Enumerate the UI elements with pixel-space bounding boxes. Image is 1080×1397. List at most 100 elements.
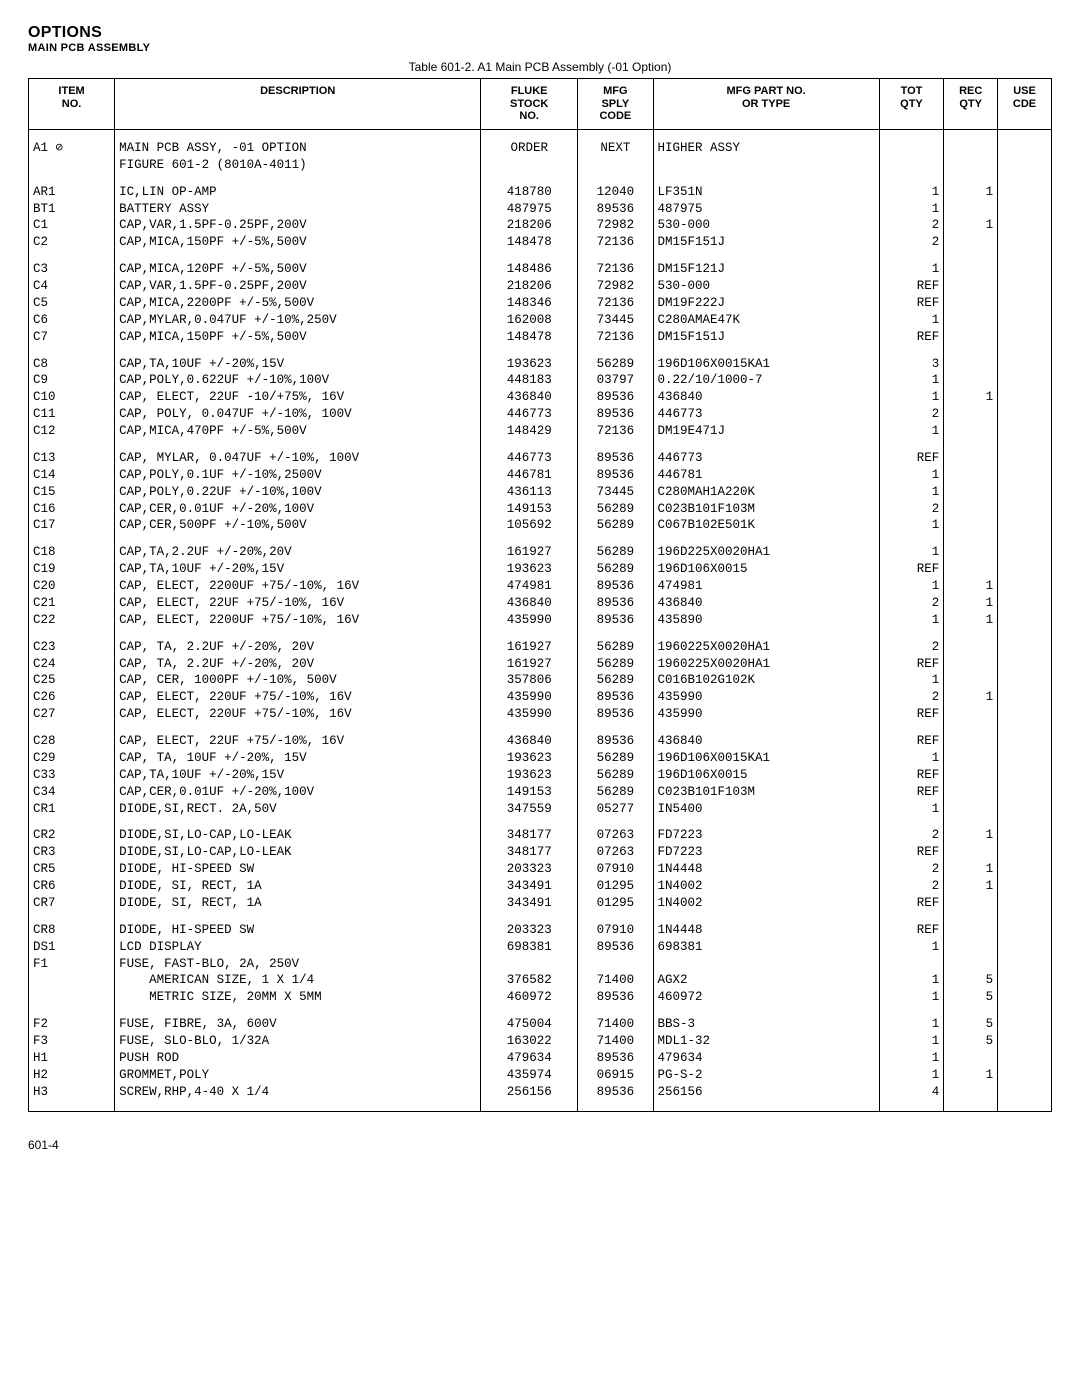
cell: 1 (944, 878, 998, 895)
cell (578, 956, 653, 973)
cell (998, 201, 1052, 218)
table-row: CR2DIODE,SI,LO-CAP,LO-LEAK34817707263FD7… (29, 817, 1052, 844)
cell (998, 1006, 1052, 1033)
cell (998, 656, 1052, 673)
cell: 487975 (653, 201, 879, 218)
cell (998, 561, 1052, 578)
table-row: C8CAP,TA,10UF +/-20%,15V19362356289196D1… (29, 346, 1052, 373)
cell (944, 1084, 998, 1111)
cell: 89536 (578, 406, 653, 423)
cell: 56289 (578, 629, 653, 656)
cell (944, 672, 998, 689)
cell: FUSE, FIBRE, 3A, 600V (115, 1006, 481, 1033)
cell (998, 595, 1052, 612)
cell: 479634 (653, 1050, 879, 1067)
cell (944, 912, 998, 939)
cell: 479634 (481, 1050, 578, 1067)
cell: 149153 (481, 784, 578, 801)
cell: 2 (879, 595, 944, 612)
cell: DM19E471J (653, 423, 879, 440)
cell: CR8 (29, 912, 115, 939)
cell: 2 (879, 501, 944, 518)
cell: 1 (879, 1006, 944, 1033)
cell (944, 656, 998, 673)
cell (998, 157, 1052, 174)
cell: 148429 (481, 423, 578, 440)
cell: 1 (879, 312, 944, 329)
cell: 435990 (481, 612, 578, 629)
cell (944, 157, 998, 174)
cell: 196D106X0015 (653, 561, 879, 578)
cell: 436840 (653, 389, 879, 406)
cell: 07263 (578, 817, 653, 844)
cell: C10 (29, 389, 115, 406)
cell: 72136 (578, 423, 653, 440)
cell: IC,LIN OP-AMP (115, 174, 481, 201)
cell: 446773 (481, 440, 578, 467)
cell (944, 801, 998, 818)
cell: 436840 (653, 723, 879, 750)
cell: 0.22/10/1000-7 (653, 372, 879, 389)
cell (944, 750, 998, 767)
cell: 448183 (481, 372, 578, 389)
cell: CAP, ELECT, 22UF +75/-10%, 16V (115, 723, 481, 750)
cell: CR7 (29, 895, 115, 912)
table-row: DS1LCD DISPLAY698381895366983811 (29, 939, 1052, 956)
cell: 5 (944, 989, 998, 1006)
cell: 460972 (481, 989, 578, 1006)
cell: REF (879, 295, 944, 312)
cell: METRIC SIZE, 20MM X 5MM (115, 989, 481, 1006)
table-row: AMERICAN SIZE, 1 X 1/437658271400AGX215 (29, 972, 1052, 989)
cell (998, 423, 1052, 440)
cell: REF (879, 844, 944, 861)
cell: 07910 (578, 861, 653, 878)
table-row: BT1BATTERY ASSY487975895364879751 (29, 201, 1052, 218)
cell (29, 157, 115, 174)
cell: FUSE, FAST-BLO, 2A, 250V (115, 956, 481, 973)
cell: C7 (29, 329, 115, 346)
cell: 1 (879, 517, 944, 534)
cell (998, 895, 1052, 912)
col-item: ITEMNO. (29, 79, 115, 130)
cell (944, 423, 998, 440)
cell (998, 278, 1052, 295)
cell: 5 (944, 1006, 998, 1033)
cell: BATTERY ASSY (115, 201, 481, 218)
cell: 196D106X0015 (653, 767, 879, 784)
cell (944, 784, 998, 801)
cell: 435990 (481, 706, 578, 723)
cell (578, 157, 653, 174)
cell: REF (879, 912, 944, 939)
cell: 161927 (481, 534, 578, 561)
cell: 149153 (481, 501, 578, 518)
cell: CAP,VAR,1.5PF-0.25PF,200V (115, 278, 481, 295)
cell: 89536 (578, 706, 653, 723)
table-row: CR5DIODE, HI-SPEED SW203323079101N444821 (29, 861, 1052, 878)
cell (998, 972, 1052, 989)
cell (879, 157, 944, 174)
cell (944, 501, 998, 518)
cell: C067B102E501K (653, 517, 879, 534)
cell: DM15F151J (653, 329, 879, 346)
cell: 89536 (578, 1084, 653, 1111)
cell (879, 956, 944, 973)
cell: CAP, ELECT, 2200UF +75/-10%, 16V (115, 612, 481, 629)
cell: DIODE,SI,RECT. 2A,50V (115, 801, 481, 818)
cell: 1 (879, 389, 944, 406)
cell: LCD DISPLAY (115, 939, 481, 956)
cell: REF (879, 784, 944, 801)
cell: A1 ⊘ (29, 129, 115, 156)
cell: 343491 (481, 878, 578, 895)
cell: CAP, TA, 10UF +/-20%, 15V (115, 750, 481, 767)
cell (998, 612, 1052, 629)
cell: C16 (29, 501, 115, 518)
cell: 343491 (481, 895, 578, 912)
cell (998, 1033, 1052, 1050)
cell: CAP,MYLAR,0.047UF +/-10%,250V (115, 312, 481, 329)
table-row: C26CAP, ELECT, 220UF +75/-10%, 16V435990… (29, 689, 1052, 706)
cell: 56289 (578, 501, 653, 518)
cell: CAP, ELECT, 2200UF +75/-10%, 16V (115, 578, 481, 595)
cell (944, 346, 998, 373)
cell: 1 (879, 750, 944, 767)
cell: CAP, ELECT, 22UF +75/-10%, 16V (115, 595, 481, 612)
